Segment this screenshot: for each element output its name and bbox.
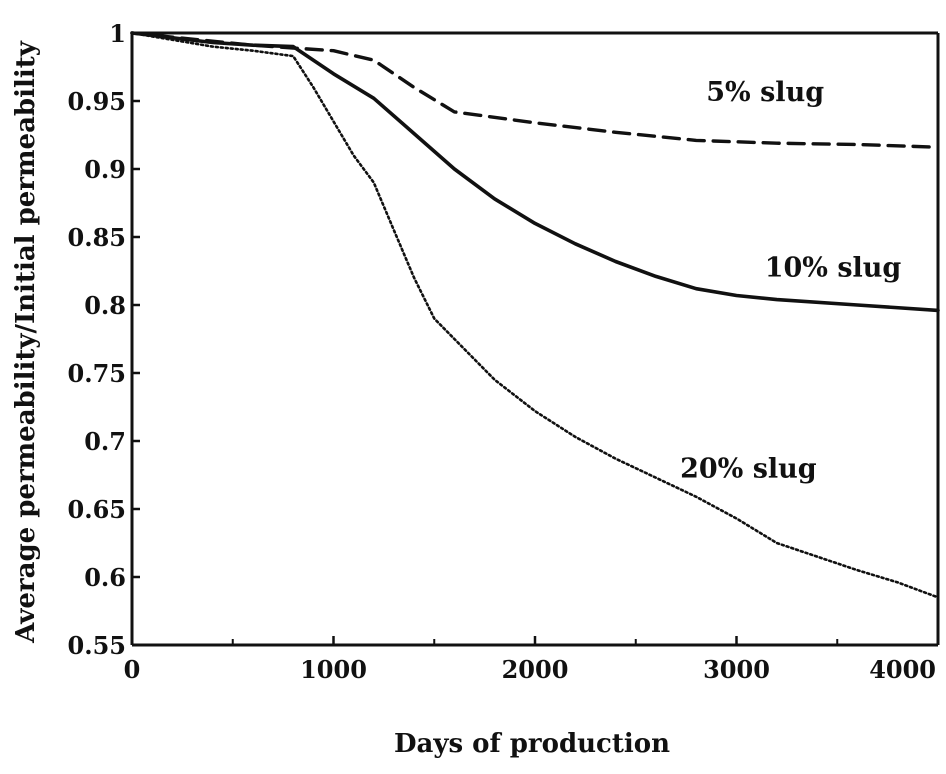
series-line-3 — [130, 31, 940, 599]
annotation-layer: 5% slug 10% slug 20% slug — [680, 77, 901, 485]
y-tick-label: 0.7 — [84, 427, 126, 456]
series-label: 5% slug — [706, 77, 824, 108]
series-layer — [130, 31, 940, 599]
y-tick-label: 0.9 — [84, 155, 126, 184]
x-tick-label: 4000 — [869, 655, 936, 684]
plot-frame — [130, 31, 940, 647]
y-tick-label: 0.65 — [68, 495, 126, 524]
y-tick-label: 0.95 — [68, 87, 126, 116]
y-tick-label: 0.55 — [68, 631, 126, 660]
x-tick-label: 3000 — [703, 655, 770, 684]
x-tick-label: 1000 — [300, 655, 367, 684]
series-label: 20% slug — [680, 454, 817, 485]
series-line-2 — [130, 31, 940, 313]
y-tick-label: 1 — [109, 19, 126, 48]
x-tick-label: 2000 — [502, 655, 569, 684]
y-axis-title: Average permeability/Initial permeabilit… — [11, 40, 41, 644]
y-axis: 0.55 0.6 0.65 0.7 0.75 0.8 0.85 0.9 0.95 1 — [68, 19, 140, 660]
y-tick-label: 0.6 — [84, 563, 126, 592]
x-axis: 0 1000 2000 3000 4000 — [124, 636, 940, 684]
x-axis-title: Days of production — [394, 729, 670, 759]
y-tick-label: 0.75 — [68, 359, 126, 388]
y-tick-label: 0.85 — [68, 223, 126, 252]
series-label: 10% slug — [765, 252, 902, 283]
x-tick-label: 0 — [124, 655, 141, 684]
y-tick-label: 0.8 — [84, 291, 126, 320]
